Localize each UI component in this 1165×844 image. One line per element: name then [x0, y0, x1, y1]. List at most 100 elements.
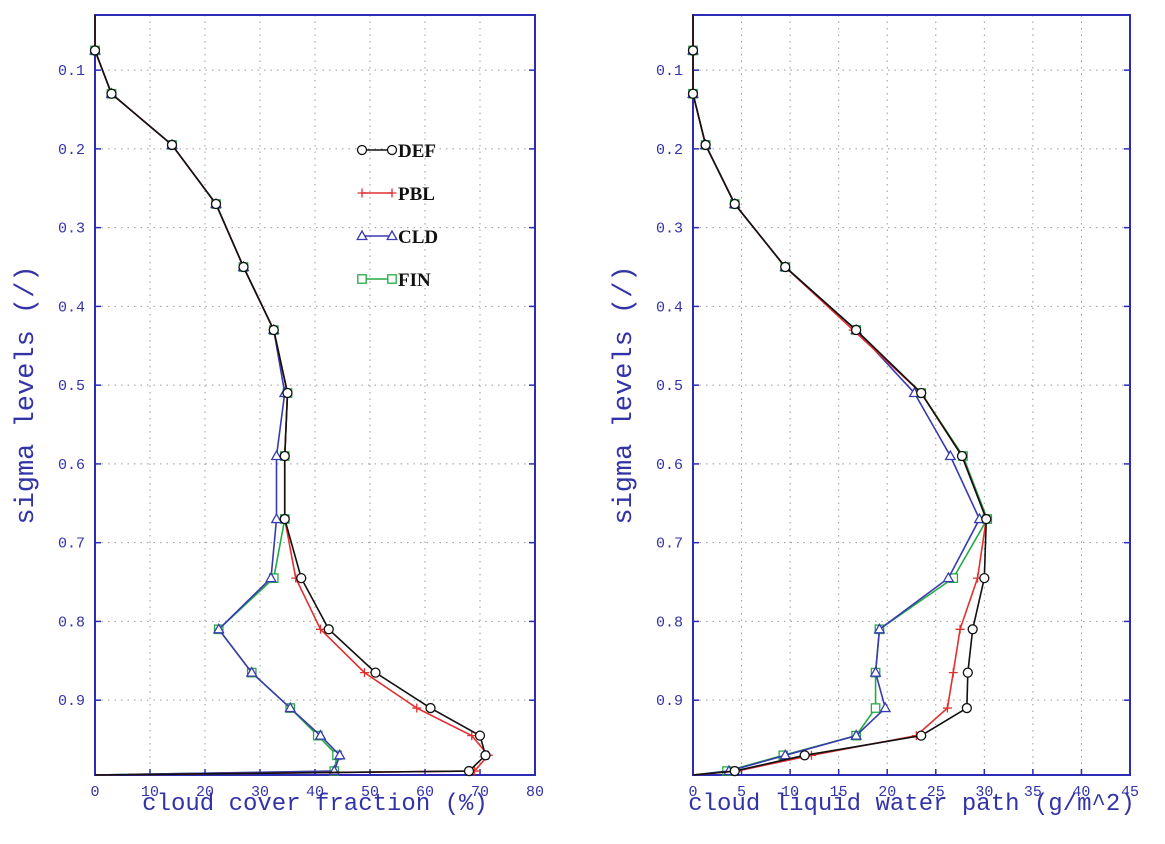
data-point-PBL	[467, 731, 477, 741]
data-point-DEF	[166, 139, 178, 151]
data-point-CLD	[314, 729, 327, 740]
data-point-CLD	[265, 571, 277, 583]
data-point-CLD	[333, 748, 346, 760]
data-point-DEF	[279, 513, 290, 525]
x-tick-label: 0	[90, 784, 99, 801]
data-point-DEF	[279, 450, 290, 462]
series-line-DEF	[692, 15, 988, 776]
x-tick-label: 50	[361, 784, 379, 801]
y-tick-label: 0.8	[656, 614, 683, 631]
data-point-DEF	[780, 261, 791, 273]
x-tick-label: 30	[975, 784, 993, 801]
y-tick-label: 0.3	[58, 221, 85, 238]
legend-marker	[387, 274, 397, 284]
x-tick-label: 40	[1072, 784, 1090, 801]
y-tick-label: 0.7	[58, 536, 85, 553]
data-point-DEF	[916, 730, 927, 741]
legend-label: CLD	[398, 227, 438, 248]
data-point-CLD	[245, 666, 258, 677]
series-PBL	[688, 15, 991, 776]
x-tick-label: 10	[141, 784, 159, 801]
y-tick-label: 0.4	[656, 299, 683, 316]
data-point-CLD	[869, 666, 882, 677]
legend: DEF PBL CLD FIN	[356, 141, 438, 291]
data-point-DEF	[238, 261, 249, 273]
data-point-DEF	[916, 387, 927, 399]
data-point-DEF	[425, 702, 436, 714]
x-axis-label: cloud cover fraction (%)	[142, 791, 488, 818]
y-tick-label: 0.1	[656, 63, 683, 80]
y-tick-label: 0.9	[58, 693, 85, 710]
data-point-CLD	[879, 701, 892, 713]
legend-marker	[387, 188, 397, 198]
legend-label: DEF	[398, 141, 436, 162]
data-point-DEF	[370, 667, 381, 678]
data-point-DEF	[967, 624, 978, 635]
x-tick-label: 40	[306, 784, 324, 801]
legend-marker	[357, 188, 367, 198]
data-point-DEF	[687, 88, 699, 99]
data-point-DEF	[268, 324, 279, 336]
x-tick-label: 80	[526, 784, 544, 801]
x-tick-label: 5	[737, 784, 746, 801]
data-point-DEF	[956, 450, 968, 462]
data-point-PBL	[942, 703, 952, 713]
x-tick-label: 30	[251, 784, 269, 801]
data-point-DEF	[480, 750, 491, 761]
legend-marker	[356, 229, 368, 241]
x-tick-label: 10	[781, 784, 799, 801]
data-point-DEF	[474, 730, 486, 741]
series-DEF	[89, 15, 491, 777]
data-point-CLD	[850, 729, 863, 740]
x-tick-label: 45	[1121, 784, 1139, 801]
series-FIN	[688, 15, 993, 776]
y-tick-label: 0.5	[656, 378, 683, 395]
series-DEF	[687, 15, 992, 777]
data-point-DEF	[981, 513, 992, 525]
x-tick-label: 20	[196, 784, 214, 801]
x-tick-label: 35	[1024, 784, 1042, 801]
data-point-CLD	[779, 748, 792, 760]
series-line-CLD	[692, 15, 981, 776]
data-point-DEF	[729, 198, 740, 210]
data-point-PBL	[955, 624, 965, 634]
x-axis-label: cloud liquid water path (g/m^2)	[688, 791, 1134, 818]
data-point-DEF	[296, 572, 307, 584]
x-tick-label: 60	[416, 784, 434, 801]
legend-item-FIN: FIN	[357, 270, 431, 291]
series-CLD	[89, 15, 346, 776]
data-point-CLD	[942, 571, 955, 583]
plot-frame	[692, 14, 1131, 776]
legend-marker	[386, 229, 398, 241]
y-tick-label: 0.4	[58, 299, 85, 316]
data-point-CLD	[873, 622, 886, 634]
data-point-CLD	[270, 449, 283, 461]
data-point-DEF	[463, 765, 475, 777]
data-point-DEF	[323, 624, 334, 635]
data-point-PBL	[316, 624, 325, 634]
y-tick-label: 0.7	[656, 536, 683, 553]
data-point-DEF	[979, 572, 990, 584]
legend-marker	[356, 144, 368, 156]
series-CLD	[687, 15, 986, 776]
legend-label: PBL	[398, 184, 435, 205]
data-point-DEF	[729, 765, 740, 777]
series-line-PBL	[692, 15, 988, 776]
data-point-CLD	[944, 449, 957, 461]
series-line-CLD	[94, 15, 341, 776]
series-FIN	[90, 15, 342, 776]
y-tick-label: 0.6	[58, 457, 85, 474]
data-point-CLD	[212, 622, 225, 634]
legend-marker	[386, 144, 398, 156]
legend-item-CLD: CLD	[356, 227, 438, 248]
y-tick-label: 0.1	[58, 63, 85, 80]
y-tick-label: 0.2	[58, 142, 85, 159]
plot-frame	[94, 14, 536, 776]
y-axis-label: sigma levels (/)	[12, 265, 42, 524]
data-point-DEF	[962, 667, 973, 678]
legend-item-PBL: PBL	[357, 184, 435, 205]
legend-item-DEF: DEF	[356, 141, 436, 162]
data-point-FIN	[870, 703, 881, 713]
y-axis-label: sigma levels (/)	[610, 265, 640, 524]
